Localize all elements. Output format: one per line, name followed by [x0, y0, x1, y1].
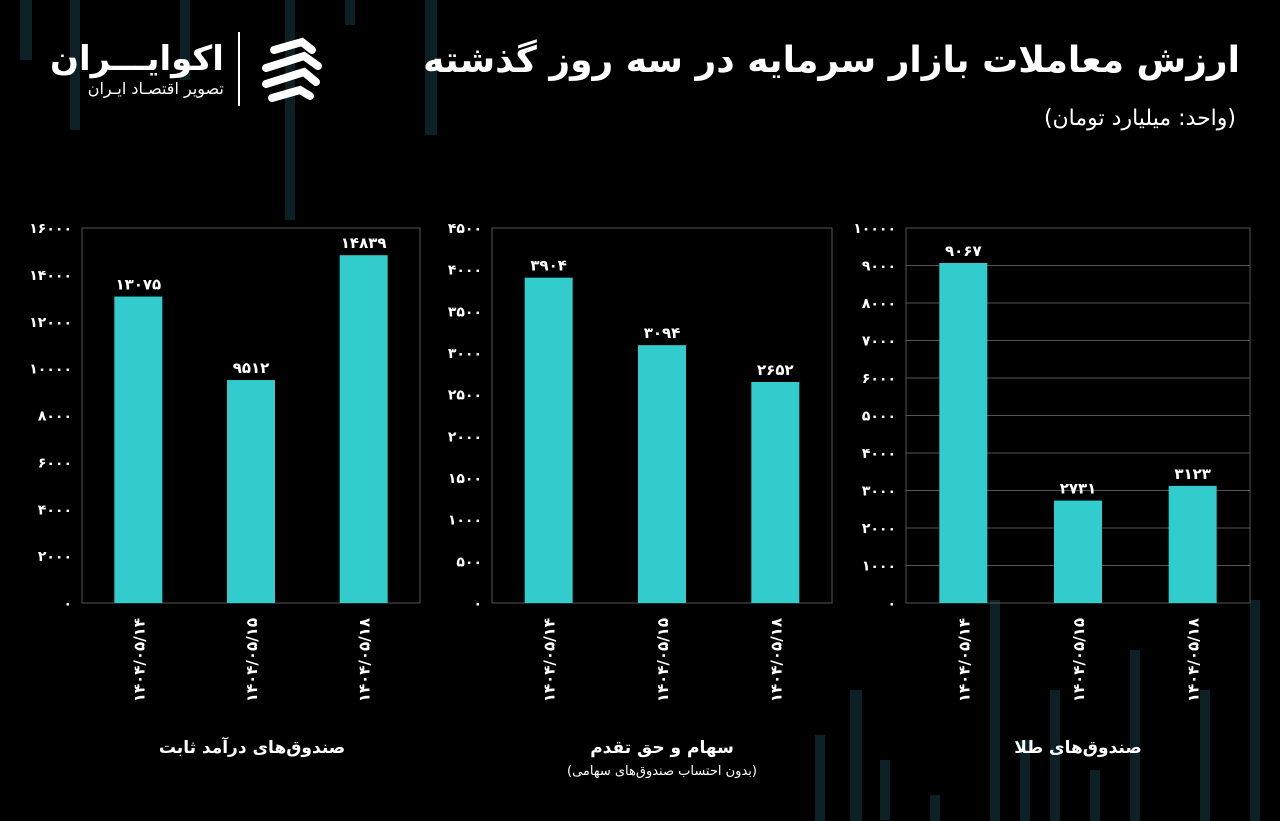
y-tick-label: ۴۵۰۰ [448, 221, 482, 237]
y-tick-label: ۲۰۰۰ [448, 429, 482, 445]
decorative-bar [1020, 740, 1030, 821]
y-tick-label: ۰ [887, 596, 896, 612]
y-tick-label: ۲۰۰۰ [38, 549, 72, 565]
data-label: ۲۷۳۱ [1060, 480, 1097, 498]
y-tick-label: ۴۰۰۰ [448, 263, 482, 279]
y-tick-label: ۷۰۰۰ [862, 334, 896, 350]
y-tick-label: ۲۵۰۰ [448, 388, 482, 404]
y-tick-label: ۸۰۰۰ [862, 296, 896, 312]
x-tick-label: ۱۴۰۴/۰۵/۱۵ [243, 618, 261, 702]
decorative-bar [20, 0, 32, 60]
x-tick-label: ۱۴۰۴/۰۵/۱۵ [1070, 618, 1088, 702]
data-label: ۳۱۲۳ [1174, 465, 1211, 483]
chart-title-stocks: سهام و حق تقدم [590, 738, 734, 758]
y-tick-label: ۸۰۰۰ [38, 409, 72, 425]
chart-title-fixed-income: صندوق‌های درآمد ثابت [158, 738, 346, 758]
x-tick-label: ۱۴۰۴/۰۵/۱۸ [356, 618, 374, 702]
chart-stocks: ۰ ۵۰۰ ۱۰۰۰ ۱۵۰۰ ۲۰۰۰ ۲۵۰۰ ۳۰۰۰ ۳۵۰۰ ۴۰۰۰ ۴۵۰۰ ۳۹۰۴… [448, 221, 833, 702]
data-label: ۱۴۸۳۹ [341, 234, 387, 252]
bar [339, 255, 388, 603]
y-tick-label: ۵۰۰۰ [862, 409, 896, 425]
logo-tagline: تصویر اقتصـاد ایـران [87, 79, 224, 98]
bar [939, 262, 988, 603]
data-label: ۳۹۰۴ [530, 257, 567, 275]
chart-subtitle-stocks: (بدون احتساب صندوق‌های سهامی) [567, 764, 757, 779]
data-label: ۳۰۹۴ [644, 324, 681, 342]
decorative-bar [345, 0, 355, 25]
y-tick-label: ۱۰۰۰۰ [29, 362, 72, 378]
decorative-bar [1130, 650, 1140, 821]
bar [638, 345, 686, 603]
x-tick-label: ۱۴۰۴/۰۵/۱۴ [955, 618, 973, 702]
x-tick-label: ۱۴۰۴/۰۵/۱۴ [130, 618, 148, 702]
bar [114, 296, 163, 603]
x-tick-label: ۱۴۰۴/۰۵/۱۴ [541, 618, 559, 702]
y-tick-label: ۱۰۰۰ [448, 513, 482, 529]
decorative-bar [285, 0, 295, 220]
y-tick-label: ۱۵۰۰ [448, 471, 482, 487]
y-tick-label: ۱۶۰۰۰ [29, 221, 72, 237]
logo-icon [261, 37, 322, 102]
y-tick-label: ۱۰۰۰ [862, 559, 896, 575]
logo-divider [237, 32, 240, 106]
y-tick-label: ۴۰۰۰ [38, 502, 72, 518]
bar [1168, 485, 1217, 603]
logo-text: اکوایـــران تصویر اقتصـاد ایـران [50, 39, 224, 99]
decorative-bar [930, 795, 940, 821]
y-tick-label: ۳۰۰۰ [862, 484, 896, 500]
bar [227, 380, 275, 603]
chart-fixed-income: ۰ ۲۰۰۰ ۴۰۰۰ ۶۰۰۰ ۸۰۰۰ ۱۰۰۰۰ ۱۲۰۰۰ ۱۴۰۰۰ ۱۶۰۰۰ ۱۳۰… [29, 221, 421, 702]
y-tick-label: ۱۲۰۰۰ [29, 315, 72, 331]
y-tick-label: ۶۰۰۰ [38, 455, 72, 471]
unit-label: (واحد: میلیارد تومان) [1043, 106, 1236, 131]
decorative-bar [180, 0, 190, 80]
bar [524, 277, 573, 603]
y-tick-label: ۹۰۰۰ [862, 259, 896, 275]
y-tick-label: ۶۰۰۰ [862, 371, 896, 387]
x-tick-label: ۱۴۰۴/۰۵/۱۵ [654, 618, 672, 702]
x-tick-label: ۱۴۰۴/۰۵/۱۸ [767, 618, 785, 702]
chart-title-gold: صندوق‌های طلا [1014, 738, 1142, 758]
y-tick-label: ۲۰۰۰ [862, 521, 896, 537]
y-tick-label: ۵۰۰ [456, 554, 482, 570]
chart-gold: ۰ ۱۰۰۰ ۲۰۰۰ ۳۰۰۰ ۴۰۰۰ ۵۰۰۰ ۶۰۰۰ ۷۰۰۰ ۸۰۰۰ ۹۰۰۰ ۱۰۰… [853, 221, 1251, 702]
y-tick-label: ۰ [473, 596, 482, 612]
y-tick-label: ۰ [63, 596, 72, 612]
decorative-bar [850, 690, 862, 821]
logo-name: اکوایـــران [50, 39, 224, 79]
y-tick-label: ۳۵۰۰ [448, 304, 482, 320]
decorative-bar [1250, 600, 1260, 821]
bar [751, 382, 800, 603]
decorative-bar [990, 600, 1000, 821]
page-title: ارزش معاملات بازار سرمایه در سه روز گذشت… [423, 40, 1240, 81]
x-tick-label: ۱۴۰۴/۰۵/۱۸ [1185, 618, 1203, 702]
decorative-bar [70, 0, 80, 130]
y-tick-label: ۱۰۰۰۰ [853, 221, 896, 237]
data-label: ۹۰۶۷ [945, 242, 982, 260]
bar [1054, 500, 1102, 603]
data-label: ۹۵۱۲ [233, 359, 270, 377]
decorative-bar [1200, 690, 1210, 821]
decorative-bar [1090, 770, 1100, 821]
y-tick-label: ۱۴۰۰۰ [29, 268, 72, 284]
y-tick-label: ۴۰۰۰ [862, 446, 896, 462]
data-label: ۲۶۵۲ [757, 361, 794, 379]
decorative-bar [815, 735, 825, 821]
logo: اکوایـــران تصویر اقتصـاد ایـران [50, 32, 328, 106]
decorative-bar [425, 0, 437, 135]
y-tick-label: ۳۰۰۰ [448, 346, 482, 362]
data-label: ۱۳۰۷۵ [115, 276, 161, 294]
decorative-bar [880, 760, 890, 820]
decorative-bar [1050, 690, 1060, 821]
